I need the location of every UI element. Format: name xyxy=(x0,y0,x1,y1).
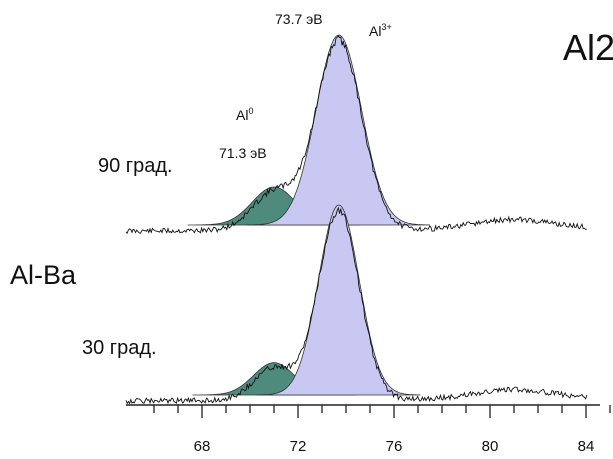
peak-al0-label: Al0 xyxy=(236,106,253,123)
peak-fit-fills xyxy=(187,34,431,396)
peak-al3-label-sup: 3+ xyxy=(381,22,391,32)
peak-al3-label: Al3+ xyxy=(369,22,392,39)
spectrum-line-series-0 xyxy=(125,35,587,234)
peak-al3-energy-label: 73.7 эВ xyxy=(275,11,323,27)
fit-component-al3-series-0 xyxy=(247,34,431,226)
tick-label-76: 76 xyxy=(386,438,403,455)
core-level-label: Al2 xyxy=(563,27,613,68)
spectra-lines xyxy=(125,35,588,405)
peak-al0-label-sup: 0 xyxy=(248,106,253,116)
tick-label-68: 68 xyxy=(194,438,211,455)
peak-al0-label-main: Al xyxy=(236,107,248,123)
fit-component-al3-series-1 xyxy=(256,204,421,396)
series-label-90: 90 град. xyxy=(98,155,173,177)
peak-al0-energy-label: 71.3 эВ xyxy=(219,145,267,161)
tick-label-80: 80 xyxy=(482,438,499,455)
tick-label-72: 72 xyxy=(290,438,307,455)
series-label-30: 30 град. xyxy=(82,337,157,359)
peak-al3-label-main: Al xyxy=(369,23,381,39)
tick-label-84: 84 xyxy=(578,438,595,455)
spectrum-line-series-1 xyxy=(125,206,588,405)
x-axis-ticks xyxy=(153,405,611,418)
sample-label: Al-Ba xyxy=(10,260,77,290)
